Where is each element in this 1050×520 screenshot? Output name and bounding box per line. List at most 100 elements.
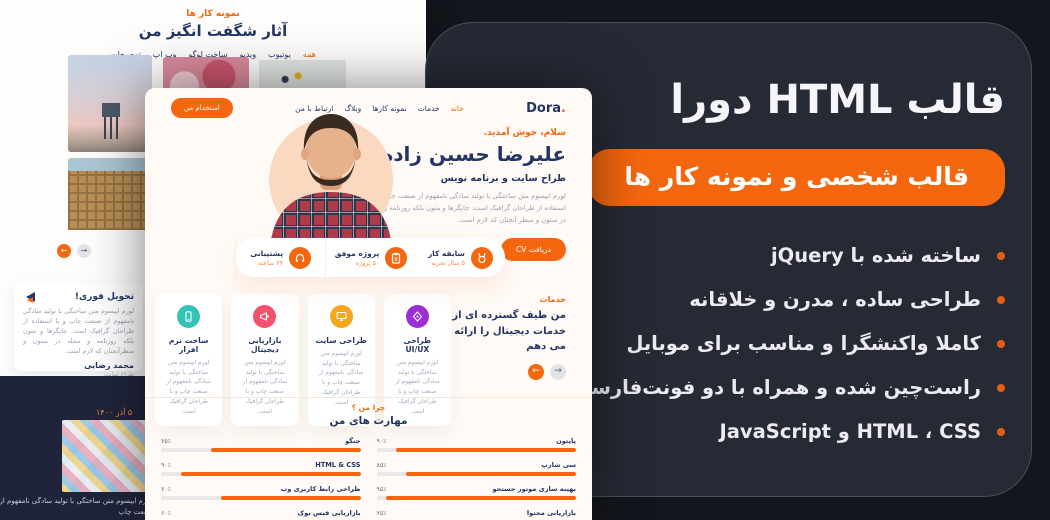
progress-track [376,496,576,500]
nav-item-home[interactable]: خانه [450,103,464,113]
feature-item: HTML ، CSS و JavaScript [466,420,1005,443]
promo-title: قالب HTML دورا [670,77,1005,123]
arrow-left-icon: ← [60,246,68,255]
tab-youtube[interactable]: یوتیوب [268,50,291,59]
stats-bar: سابقه کار ۵ سال تجربه پروژه موفق ۵۰ پروژ… [235,238,505,277]
service-title: بازاریابی دیجیتال [248,336,282,354]
skill-facebook-marketing: بازاریابی فیس بوک ۶۰٪ [161,509,361,517]
services-prev-button[interactable]: ← [528,363,544,380]
get-cv-button[interactable]: دریافت CV [500,237,566,261]
skills-eyebrow: چرا من ؟ [351,403,386,412]
logo[interactable]: Dora. [526,101,566,116]
next-arrow-button[interactable]: → [77,244,91,258]
progress-fill [396,448,576,452]
progress-fill [210,448,361,452]
service-cards: طراحی UI/UX لورم ایپسوم متن ساختگی با تو… [155,294,451,427]
portfolio-filter-tabs: همه یوتیوب ویدیو ساخت لوگو وب اپ توضیحات [0,50,426,59]
feature-label: راست‌چین شده و همراه با دو فونت‌فارسی [572,376,981,399]
feature-item: ساخته شده با jQuery [466,244,1005,267]
skill-seo: بهینه سازی موتور جستجو ۹۵٪ [376,485,576,500]
stat-support: پشتیبانی ۲۴ ساعته [235,238,325,277]
service-text: لورم ایپسوم متن ساختگی با تولید سادگی نا… [318,351,364,406]
service-card-software: ساخت نرم افزار لورم ایپسوم متن ساختگی با… [155,294,223,427]
tab-docs[interactable]: توضیحات [110,50,141,59]
testimonial-text: لورم ایپسوم متن ساختگی با تولید سادگی نا… [23,307,134,355]
bullet-dot-icon [997,383,1005,392]
logo-text: Dora [526,100,562,116]
arrow-left-icon: ← [532,366,540,376]
feature-item: طراحی ساده ، مدرن و خلاقانه [466,288,1005,311]
service-card-uiux: طراحی UI/UX لورم ایپسوم متن ساختگی با تو… [383,294,451,427]
bullet-dot-icon [997,339,1005,348]
feature-label: طراحی ساده ، مدرن و خلاقانه [689,288,981,311]
bullet-dot-icon [997,295,1005,304]
skill-csharp: سی شارپ ۸۵٪ [376,461,576,476]
progress-fill [220,496,361,500]
nav-item-portfolio[interactable]: نمونه کارها [372,103,407,113]
skill-html-css: HTML & CSS ۹۰٪ [161,461,361,476]
hero-portrait [249,108,413,240]
blog-date: ۵ آذر ۱۴۰۰ [96,408,133,417]
portfolio-image-wood-facade[interactable] [68,158,152,230]
mobile-icon [177,305,201,328]
arrow-right-icon: → [554,366,562,376]
feature-label: HTML ، CSS و JavaScript [719,420,982,443]
skill-django: جنگو ۷۵٪ [161,437,361,452]
bullet-dot-icon [997,251,1005,260]
logo-dot: . [561,100,566,116]
portfolio-image-pier[interactable] [68,55,152,152]
stat-title: پشتیبانی [250,248,284,258]
home-page-screenshot: Dora. خانه خدمات نمونه کارها وبلاگ ارتبا… [145,88,592,520]
hire-me-button[interactable]: استخدام من [171,98,233,118]
skills-heading: مهارت های من [329,415,408,427]
tab-all[interactable]: همه [302,50,316,59]
services-heading: من طیف گسترده ای از خدمات دیجیتال را ارا… [452,310,566,352]
medal-icon [470,246,493,269]
service-text: لورم ایپسوم متن ساختگی با تولید سادگی نا… [395,360,440,415]
stat-title: پروژه موفق [334,248,380,258]
stat-value: ۵۰ پروژه [355,259,380,267]
clipboard-icon [385,246,408,269]
testimonial-card: تحویل فوری! لورم ایپسوم متن ساختگی با تو… [14,283,143,388]
tab-webapp[interactable]: وب اپ [152,50,177,59]
service-title: طراحی سایت [315,336,367,345]
progress-track [161,472,361,476]
testimonial-role: طراح سایت [104,370,134,378]
portfolio-heading: آثار شگفت انگیز من [138,22,288,40]
services-next-button[interactable]: → [550,363,566,380]
feature-label: ساخته شده با jQuery [770,244,981,267]
hero-text-block: سلام، خوش آمدید. علیرضا حسین زاده طراح س… [366,128,566,261]
promo-badge: قالب شخصی و نمونه کار ها [588,149,1005,206]
blog-image-sticky-notes[interactable] [62,420,152,492]
service-text: لورم ایپسوم متن ساختگی با تولید سادگی نا… [166,360,211,415]
arrow-right-icon: → [80,246,88,255]
nav-item-contact[interactable]: ارتباط با من [295,103,334,113]
testimonial-heading: تحویل فوری! [74,292,134,302]
progress-track [161,496,361,500]
testimonial-arrows: ← → [57,244,91,258]
person-avatar-illustration [269,114,393,240]
nav-links: خانه خدمات نمونه کارها وبلاگ ارتباط با م… [295,104,464,113]
stat-projects: پروژه موفق ۵۰ پروژه [325,238,415,277]
tab-logo[interactable]: ساخت لوگو [188,50,228,59]
nav-item-blog[interactable]: وبلاگ [344,103,362,113]
service-card-web-design: طراحی سایت لورم ایپسوم متن ساختگی با تول… [307,294,375,427]
tab-video[interactable]: ویدیو [239,50,257,59]
service-card-digital-marketing: بازاریابی دیجیتال لورم ایپسوم متن ساختگی… [231,294,299,427]
hero-role: طراح سایت و برنامه نویس [440,173,566,184]
bullet-dot-icon [997,427,1005,436]
nav-item-services[interactable]: خدمات [417,103,440,113]
skill-web-ui: طراحی رابط کاربری وب ۷۰٪ [161,485,361,500]
skill-content-marketing: بازاریابی محتوا ۷۵٪ [376,509,577,517]
service-title: طراحی UI/UX [403,336,432,354]
hero-description: لورم ایپسوم متن ساختگی با تولید سادگی نا… [367,192,566,224]
section-divider [145,397,592,398]
feature-item: کاملا واکنشگرا و مناسب برای موبایل [466,332,1005,355]
service-text: لورم ایپسوم متن ساختگی با تولید سادگی نا… [242,360,288,415]
service-title: ساخت نرم افزار [168,336,209,354]
feature-item: راست‌چین شده و همراه با دو فونت‌فارسی [466,376,1005,399]
prev-arrow-button[interactable]: ← [57,244,71,258]
progress-track [376,448,576,452]
progress-fill [406,472,576,476]
